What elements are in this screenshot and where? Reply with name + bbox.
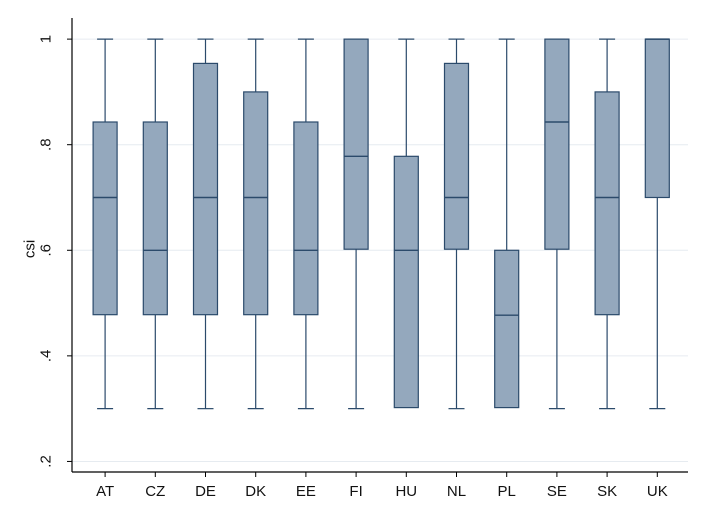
box-cz	[142, 38, 168, 410]
y-tick-label: .8	[38, 138, 55, 151]
y-tick-label: .2	[38, 455, 55, 468]
box-nl	[443, 38, 470, 410]
box-sk	[594, 38, 620, 410]
iqr-box	[644, 38, 670, 199]
x-tick-label-hu: HU	[395, 483, 417, 500]
box-series	[92, 38, 670, 410]
box-at	[92, 38, 118, 410]
y-axis-title: csi	[22, 240, 39, 258]
y-ticks: .2 .4 .6 .8 1	[38, 35, 72, 468]
x-tick-label-pl: PL	[498, 483, 516, 500]
x-tick-label-ee: EE	[296, 483, 316, 500]
x-tick-label-sk: SK	[597, 483, 617, 500]
iqr-box	[594, 91, 620, 316]
iqr-box	[544, 38, 570, 250]
iqr-box	[293, 121, 319, 316]
grid-lines	[72, 38, 688, 462]
y-tick-label: .4	[38, 350, 55, 363]
box-dk	[243, 38, 269, 410]
iqr-box	[192, 62, 219, 316]
box-hu	[393, 38, 419, 409]
x-tick-label-cz: CZ	[145, 483, 165, 500]
x-ticks: AT CZ DE DK EE FI HU NL PL SE SK UK	[96, 472, 668, 500]
iqr-box	[243, 91, 269, 316]
box-se	[544, 38, 570, 410]
iqr-box	[142, 121, 168, 316]
x-tick-label-uk: UK	[647, 483, 668, 500]
x-tick-label-de: DE	[195, 483, 216, 500]
x-tick-label-nl: NL	[447, 483, 466, 500]
iqr-box	[494, 249, 520, 409]
box-de	[192, 38, 219, 410]
box-fi	[343, 38, 369, 410]
x-tick-label-se: SE	[547, 483, 567, 500]
iqr-box	[343, 38, 369, 250]
axes	[71, 18, 688, 473]
y-tick-label: 1	[38, 35, 55, 43]
box-uk	[644, 38, 670, 410]
x-tick-label-at: AT	[96, 483, 114, 500]
iqr-box	[393, 155, 419, 409]
iqr-box	[443, 62, 470, 250]
box-pl	[494, 38, 520, 409]
y-tick-label: .6	[38, 244, 55, 257]
iqr-box	[92, 121, 118, 316]
x-tick-label-fi: FI	[349, 483, 362, 500]
box-ee	[293, 38, 319, 410]
x-tick-label-dk: DK	[245, 483, 266, 500]
